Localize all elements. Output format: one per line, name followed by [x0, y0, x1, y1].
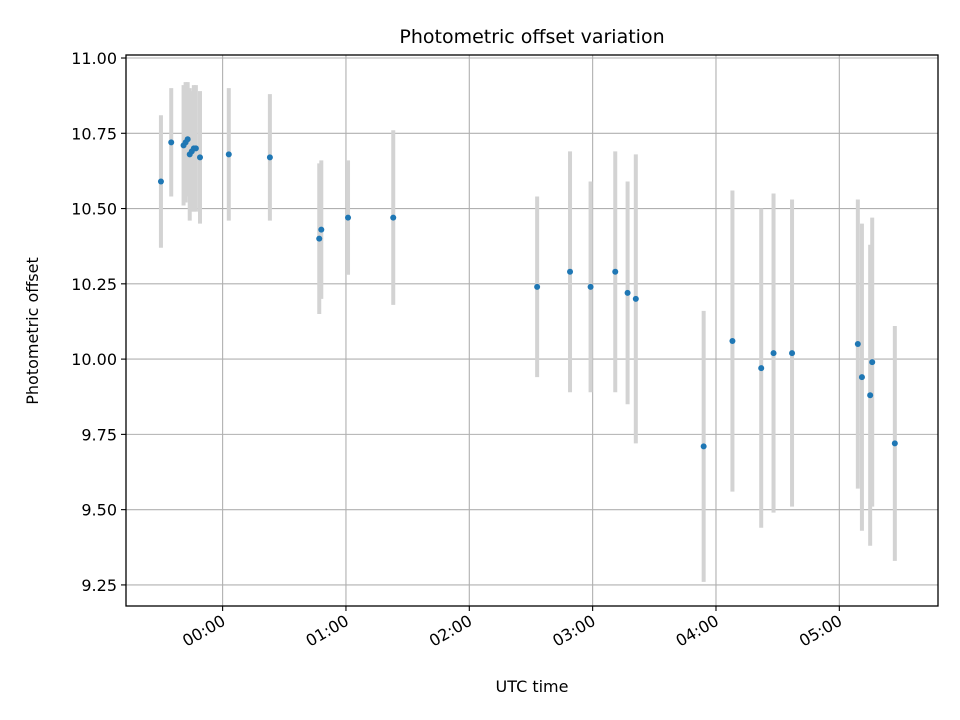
y-tick-label: 9.75: [81, 425, 117, 444]
data-point: [624, 289, 631, 296]
y-tick-label: 10.75: [71, 124, 117, 143]
data-point: [612, 268, 619, 275]
data-points: [157, 136, 898, 450]
data-point: [534, 283, 541, 290]
y-axis-label: Photometric offset: [23, 257, 42, 405]
data-point: [168, 139, 175, 146]
chart-title: Photometric offset variation: [399, 26, 664, 48]
y-tick-label: 10.50: [71, 200, 117, 219]
y-tick-label: 9.50: [81, 501, 117, 520]
data-point: [316, 235, 323, 242]
data-point: [192, 145, 199, 152]
data-point: [891, 440, 898, 447]
data-point: [789, 350, 796, 357]
data-point: [225, 151, 232, 158]
data-point: [345, 214, 352, 221]
x-axis-label: UTC time: [496, 677, 569, 696]
y-tick-label: 10.00: [71, 350, 117, 369]
plot-frame: [125, 54, 939, 607]
grid: [126, 55, 938, 606]
y-tick-label: 11.00: [71, 49, 117, 68]
data-point: [266, 154, 273, 161]
data-point: [390, 214, 397, 221]
data-point: [632, 295, 639, 302]
data-point: [587, 283, 594, 290]
data-point: [770, 350, 777, 357]
data-point: [758, 365, 765, 372]
data-point: [854, 341, 861, 348]
data-point: [157, 178, 164, 185]
data-point: [567, 268, 574, 275]
data-point: [858, 374, 865, 381]
data-point: [700, 443, 707, 450]
y-tick-label: 10.25: [71, 275, 117, 294]
data-point: [729, 338, 736, 345]
y-tick-label: 9.25: [81, 576, 117, 595]
data-point: [867, 392, 874, 399]
data-point: [184, 136, 191, 143]
data-point: [869, 359, 876, 366]
data-point: [318, 226, 325, 233]
data-point: [197, 154, 204, 161]
